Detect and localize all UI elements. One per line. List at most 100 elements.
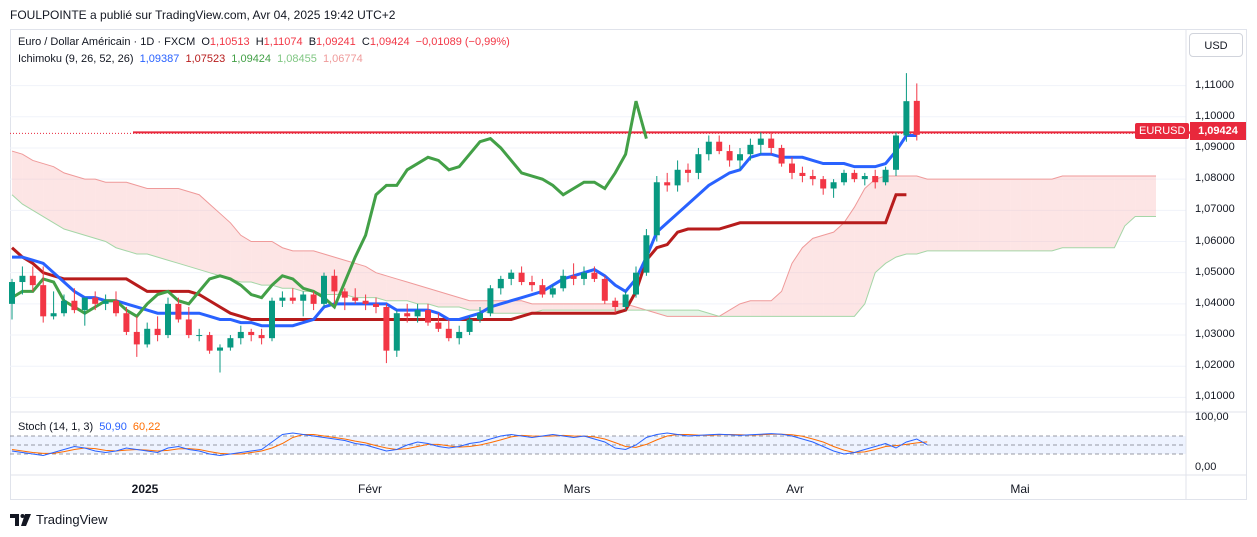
candle-body: [539, 285, 546, 295]
candle-body: [289, 297, 296, 301]
cloud-segment: [116, 182, 127, 251]
candle-body: [882, 169, 889, 183]
cloud-segment: [1010, 179, 1021, 251]
candle-body: [674, 169, 681, 186]
stoch-label[interactable]: Stoch (14, 1, 3): [18, 421, 94, 433]
candle-body: [227, 338, 234, 348]
cloud-segment: [126, 182, 137, 254]
published-header: FOULPOINTE a publié sur TradingView.com,…: [10, 8, 396, 22]
chart-frame: [10, 29, 1247, 500]
cloud-segment: [1104, 176, 1115, 248]
symbol-name[interactable]: Euro / Dollar Américain · 1D · FXCM: [18, 36, 196, 48]
ichimoku-tenkan-value: 1,09387: [139, 53, 180, 65]
cloud-segment: [1062, 176, 1073, 248]
tenkan-line: [12, 133, 917, 328]
candle-body: [71, 300, 78, 311]
cloud-segment: [864, 179, 876, 304]
cloud-segment: [95, 179, 106, 242]
candle-body: [903, 101, 910, 136]
cloud-segment: [220, 213, 231, 279]
cloud-lower-line: [11, 194, 1156, 317]
candle-body: [165, 303, 171, 336]
symbol-legend: Euro / Dollar Américain · 1D · FXCM O1,1…: [18, 36, 513, 48]
ichimoku-chikou-value: 1,09424: [231, 53, 272, 65]
stoch-k-value: 50,90: [99, 421, 127, 433]
cloud-segment: [958, 179, 969, 251]
cloud-segment: [677, 310, 688, 317]
tradingview-logo[interactable]: TradingView: [10, 512, 108, 527]
candle-body: [643, 235, 650, 273]
candle-body: [737, 154, 743, 161]
high-value: 1,11074: [263, 36, 303, 48]
candle-body: [92, 297, 99, 304]
candle-body: [40, 285, 47, 317]
price-tick-label: 1,01000: [1195, 390, 1235, 403]
cloud-segment: [365, 266, 376, 298]
candle-body: [258, 335, 265, 339]
cloud-segment: [136, 185, 148, 254]
candle-body: [154, 328, 161, 336]
candle-body: [768, 138, 775, 148]
cloud-segment: [1052, 176, 1063, 251]
candle-body: [310, 294, 317, 304]
candle-body: [529, 282, 535, 286]
cloud-segment: [74, 176, 85, 236]
candle-body: [113, 300, 119, 314]
currency-button[interactable]: USD: [1189, 33, 1243, 57]
price-tick-label: 1,05000: [1195, 265, 1235, 278]
cloud-segment: [32, 160, 44, 217]
cloud-segment: [792, 247, 803, 317]
change-value: −0,01089 (−0,99%): [415, 36, 510, 48]
candle-body: [612, 300, 619, 307]
cloud-segment: [854, 188, 865, 317]
candle-body: [19, 275, 26, 283]
cloud-segment: [1083, 176, 1094, 248]
candle-body: [456, 331, 463, 339]
cloud-segment: [1145, 176, 1156, 217]
cloud-segment: [417, 285, 428, 304]
cloud-segment: [916, 176, 928, 254]
cloud-segment: [896, 176, 907, 258]
cloud-segment: [573, 303, 584, 311]
ichimoku-label[interactable]: Ichimoku (9, 26, 52, 26): [18, 53, 134, 65]
candle-body: [705, 141, 712, 155]
cloud-segment: [552, 303, 564, 311]
time-tick-label: Févr: [358, 482, 382, 496]
cloud-segment: [84, 179, 96, 239]
cloud-segment: [521, 300, 532, 314]
cloud-segment: [303, 250, 314, 292]
high-label: H: [255, 36, 264, 48]
symbol-price-tag: EURUSD: [1135, 123, 1190, 139]
candle-body: [237, 331, 244, 339]
cloud-segment: [105, 182, 116, 248]
cloud-segment: [1124, 176, 1136, 226]
cloud-segment: [833, 222, 844, 317]
price-tick-label: 1,08000: [1195, 172, 1235, 185]
candle-body: [383, 306, 390, 351]
cloud-segment: [812, 235, 824, 317]
stoch-tick-label: 100,00: [1195, 411, 1229, 423]
candle-body: [352, 297, 359, 301]
cloud-segment: [438, 291, 449, 307]
close-value: 1,09424: [369, 36, 410, 48]
price-tick-label: 1,09000: [1195, 140, 1235, 153]
price-tick-label: 1,02000: [1195, 359, 1235, 372]
cloud-segment: [906, 176, 917, 254]
candle-body: [321, 275, 327, 304]
candle-body: [331, 275, 338, 292]
candle-body: [466, 319, 473, 332]
candle-body: [206, 335, 213, 351]
candle-body: [570, 275, 577, 279]
candle-body: [560, 275, 567, 289]
cloud-segment: [927, 179, 938, 251]
cloud-segment: [667, 310, 678, 317]
cloud-segment: [240, 235, 252, 283]
candle-body: [435, 322, 442, 329]
candle-body: [217, 347, 223, 351]
time-tick-label: Mars: [563, 482, 591, 496]
candle-body: [872, 176, 879, 183]
candle-body: [279, 297, 286, 301]
candle-body: [269, 300, 275, 339]
cloud-segment: [22, 154, 33, 211]
